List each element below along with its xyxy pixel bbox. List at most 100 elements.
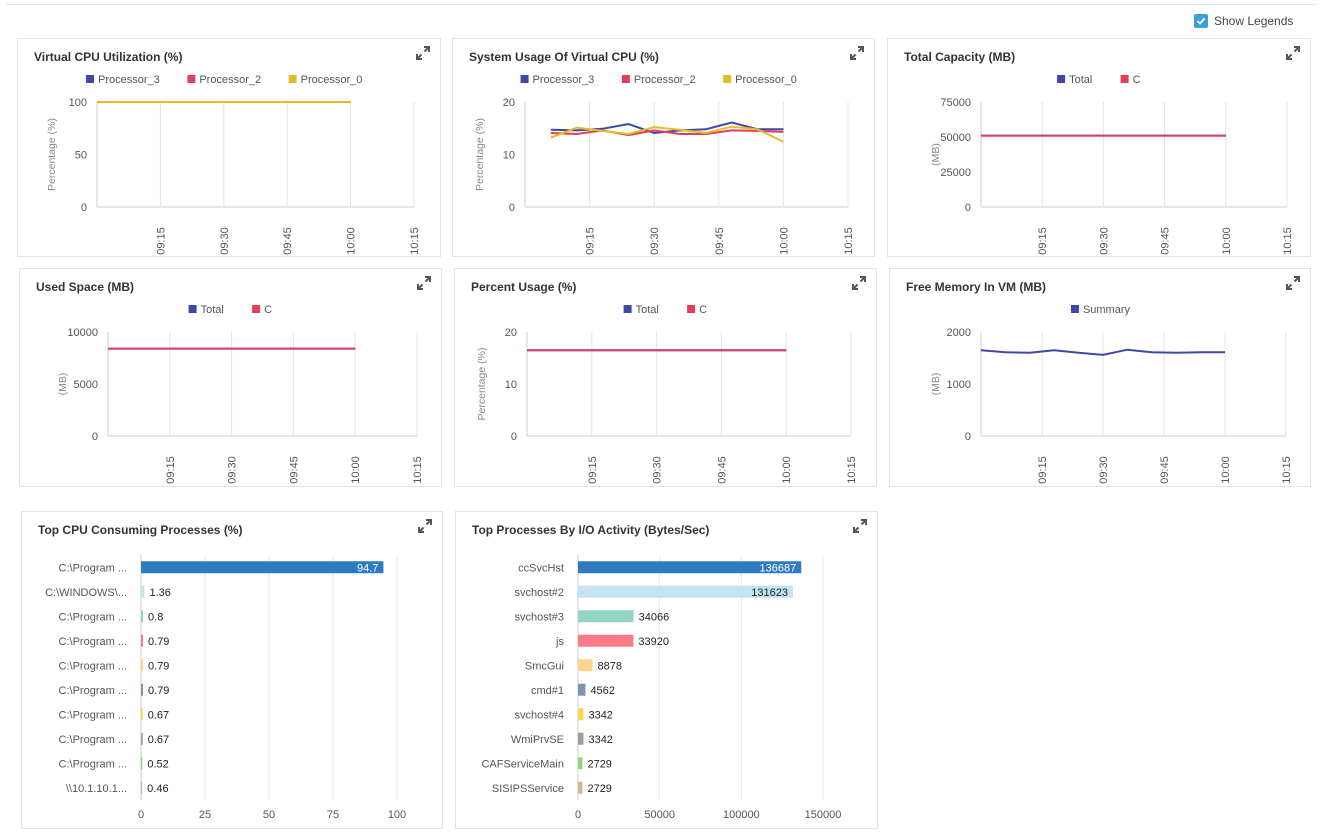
y-tick-label: 0 xyxy=(81,202,87,214)
legend-label: Processor_2 xyxy=(199,74,261,86)
y-tick-label: 0 xyxy=(511,431,517,443)
data-label: 0.46 xyxy=(147,783,168,795)
category-label: SISIPSService xyxy=(492,783,564,795)
show-legends-toggle[interactable]: Show Legends xyxy=(1194,14,1293,28)
y-tick-label: 20 xyxy=(503,97,515,109)
x-tick-label: 09:15 xyxy=(1037,456,1049,484)
panel-used-space: Used Space (MB) Total C 0 5000 10000 09:15 09:… xyxy=(19,268,442,487)
bar xyxy=(141,732,143,745)
panel-title: System Usage Of Virtual CPU (%) xyxy=(469,50,659,64)
x-tick-label: 100000 xyxy=(723,809,760,821)
y-axis-label: (MB) xyxy=(57,373,69,396)
legend-swatch xyxy=(252,305,261,313)
legend-swatch xyxy=(86,75,95,83)
legend-label: C xyxy=(1133,74,1141,86)
category-label: js xyxy=(555,636,564,648)
category-label: C:\Program ... xyxy=(59,685,127,697)
x-tick-label: 09:45 xyxy=(716,456,728,484)
data-label: 8878 xyxy=(598,660,622,672)
x-tick-label: 10:00 xyxy=(350,456,362,484)
expand-icon[interactable] xyxy=(416,275,432,291)
category-label: svchost#3 xyxy=(514,611,564,623)
x-tick-label: 09:15 xyxy=(1037,227,1049,255)
y-axis-label: Percentage (%) xyxy=(474,118,486,191)
data-label: 2729 xyxy=(587,783,611,795)
bar xyxy=(141,585,145,598)
panel-top-io-processes: Top Processes By I/O Activity (Bytes/Sec… xyxy=(455,511,878,829)
y-tick-label: 2000 xyxy=(947,327,971,339)
panel-title: Top Processes By I/O Activity (Bytes/Sec… xyxy=(472,523,710,537)
data-label: 4562 xyxy=(590,685,614,697)
data-label: 0.79 xyxy=(148,660,169,672)
expand-icon[interactable] xyxy=(849,45,865,61)
expand-icon[interactable] xyxy=(417,518,433,534)
category-label: \\10.1.10.1... xyxy=(66,783,127,795)
legend-label: Processor_3 xyxy=(98,74,160,86)
checkbox-icon[interactable] xyxy=(1194,14,1208,28)
data-label: 0.8 xyxy=(148,611,163,623)
legend-label: Processor_3 xyxy=(533,74,595,86)
series-line xyxy=(550,125,784,143)
data-label: 0.79 xyxy=(148,685,169,697)
bar xyxy=(578,561,802,574)
top-divider xyxy=(6,4,1316,5)
panel-virtual-cpu-utilization: Virtual CPU Utilization (%) Processor_3 P… xyxy=(17,38,441,257)
legend-label: Processor_0 xyxy=(735,74,797,86)
bar xyxy=(578,659,593,672)
data-label: 34066 xyxy=(639,611,670,623)
x-tick-label: 10:00 xyxy=(346,227,358,255)
data-label: 1.36 xyxy=(149,587,170,599)
x-tick-label: 10:15 xyxy=(1282,227,1294,255)
panel-system-usage-virtual-cpu: System Usage Of Virtual CPU (%) Processo… xyxy=(452,38,875,257)
panel-title: Percent Usage (%) xyxy=(471,280,577,294)
y-tick-label: 0 xyxy=(965,202,971,214)
y-tick-label: 20 xyxy=(505,327,517,339)
bar xyxy=(578,683,586,696)
x-tick-label: 09:30 xyxy=(1098,456,1110,484)
x-tick-label: 0 xyxy=(575,809,581,821)
expand-icon[interactable] xyxy=(851,275,867,291)
legend-label: Processor_0 xyxy=(301,74,363,86)
x-tick-label: 09:30 xyxy=(227,456,239,484)
y-tick-label: 1000 xyxy=(947,379,971,391)
category-label: C:\Program ... xyxy=(59,562,127,574)
panel-total-capacity: Total Capacity (MB) Total C 0 25000 50000 750… xyxy=(887,38,1311,257)
expand-icon[interactable] xyxy=(415,45,431,61)
legend-swatch xyxy=(288,75,297,83)
x-tick-label: 10:15 xyxy=(843,227,855,255)
y-tick-label: 5000 xyxy=(74,379,98,391)
expand-icon[interactable] xyxy=(1285,275,1301,291)
series-line xyxy=(980,348,1225,356)
x-tick-label: 10:15 xyxy=(412,456,424,484)
bar xyxy=(141,781,143,794)
legend-label: Total xyxy=(1069,74,1092,86)
bar xyxy=(578,757,583,770)
category-label: svchost#2 xyxy=(514,587,564,599)
x-tick-label: 09:15 xyxy=(587,456,599,484)
legend-swatch xyxy=(1120,75,1129,83)
y-tick-label: 0 xyxy=(965,431,971,443)
expand-icon[interactable] xyxy=(852,518,868,534)
bar xyxy=(578,732,584,745)
y-tick-label: 10 xyxy=(505,379,517,391)
x-tick-label: 09:45 xyxy=(282,227,294,255)
category-label: C:\Program ... xyxy=(59,709,127,721)
expand-icon[interactable] xyxy=(1285,45,1301,61)
x-tick-label: 0 xyxy=(138,809,144,821)
legend-swatch xyxy=(187,75,196,83)
bar xyxy=(578,708,584,721)
legend-swatch xyxy=(520,75,529,83)
category-label: C:\Program ... xyxy=(59,734,127,746)
category-label: WmiPrvSE xyxy=(511,734,564,746)
x-tick-label: 09:15 xyxy=(155,227,167,255)
legend-label: Summary xyxy=(1083,304,1131,316)
bar xyxy=(141,634,144,647)
x-tick-label: 09:30 xyxy=(652,456,664,484)
y-tick-label: 10000 xyxy=(67,327,98,339)
series-line xyxy=(550,129,784,137)
category-label: svchost#4 xyxy=(514,709,564,721)
x-tick-label: 09:30 xyxy=(649,227,661,255)
bar xyxy=(578,781,583,794)
data-label: 0.79 xyxy=(148,636,169,648)
bar xyxy=(141,610,144,623)
